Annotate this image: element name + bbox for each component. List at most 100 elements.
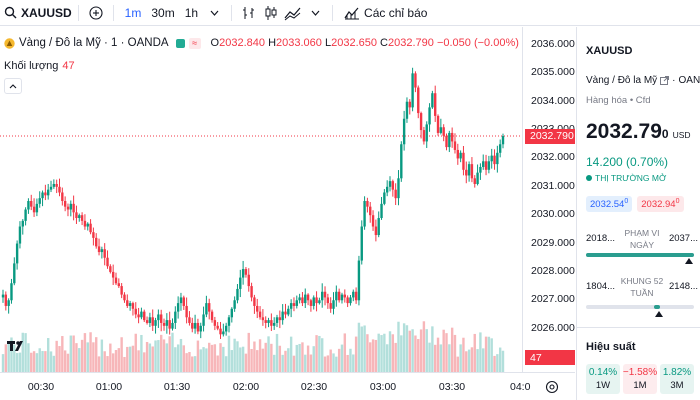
candle-body xyxy=(374,226,378,236)
panel-description[interactable]: Vàng / Đô la Mỹ xyxy=(586,75,658,86)
candle-body xyxy=(140,311,143,318)
gear-icon[interactable] xyxy=(545,380,559,394)
candle-body xyxy=(434,93,437,116)
market-status-text: THỊ TRƯỜNG MỞ xyxy=(595,173,667,183)
candle-body xyxy=(30,201,33,207)
candle-body xyxy=(109,266,112,272)
volume-bar xyxy=(171,332,174,372)
week52-range-title: KHUNG 52 TUẦN xyxy=(620,276,664,298)
candle-body xyxy=(436,115,440,133)
candle-body xyxy=(32,206,36,213)
volume-bar xyxy=(61,336,64,372)
candle-body xyxy=(210,311,214,321)
volume-bar xyxy=(453,334,457,372)
candle-body xyxy=(171,322,174,329)
volume-bar xyxy=(369,342,372,372)
time-scale[interactable]: 00:30 01:00 01:30 02:00 02:30 03:00 03:30 04:0 xyxy=(0,372,575,400)
line-style-button[interactable] xyxy=(282,2,304,24)
volume-bar xyxy=(264,342,267,372)
candle-body xyxy=(272,322,276,326)
candle-body xyxy=(261,317,265,321)
volume-bar xyxy=(32,351,36,372)
candle-body xyxy=(58,186,61,193)
indicators-button[interactable]: Các chỉ báo xyxy=(339,2,432,24)
panel-symbol[interactable]: XAUUSD xyxy=(586,45,633,57)
interval-1m-button[interactable]: 1m xyxy=(124,5,142,20)
volume-bar xyxy=(383,333,386,372)
candle-body xyxy=(182,297,185,306)
volume-bar xyxy=(419,329,423,372)
indicators-icon xyxy=(344,7,360,19)
collapse-legend-button[interactable] xyxy=(4,78,22,94)
candle-body xyxy=(157,314,160,321)
candle-body xyxy=(24,209,27,221)
candle-body xyxy=(21,220,24,227)
volume-bar xyxy=(256,350,259,372)
price-scale-label: 2032.000 xyxy=(531,151,575,164)
candle-body xyxy=(52,183,56,187)
volume-bar xyxy=(134,333,137,372)
chart-type-button[interactable] xyxy=(260,2,282,24)
performance-1m[interactable]: −1.58% 1M xyxy=(623,364,657,394)
volume-bar xyxy=(434,344,437,372)
performance-period: 3M xyxy=(670,380,684,391)
tradingview-logo[interactable] xyxy=(6,338,28,354)
price-chart[interactable] xyxy=(0,27,522,372)
price-scale[interactable]: 2036.0002035.0002034.0002033.0002032.000… xyxy=(522,27,575,372)
price-scale-label: 2031.000 xyxy=(531,179,575,192)
candle-body xyxy=(154,320,157,326)
volume-bar xyxy=(360,326,363,372)
volume-bar xyxy=(179,338,183,372)
candle-body xyxy=(202,314,205,326)
volume-bar xyxy=(442,329,445,372)
volume-bar xyxy=(185,353,188,372)
candle-body xyxy=(80,215,84,221)
candle-body xyxy=(78,215,81,219)
volume-bar xyxy=(162,339,166,372)
chart-type-dropdown-button[interactable] xyxy=(304,2,326,24)
data-mode-badge[interactable]: ≈ xyxy=(188,37,201,49)
volume-bar xyxy=(329,349,332,372)
candle-body xyxy=(35,203,39,213)
volume-bar xyxy=(363,325,366,372)
volume-bar xyxy=(352,354,355,372)
candle-body xyxy=(137,314,140,318)
volume-bar xyxy=(247,332,250,372)
candle-body xyxy=(258,311,262,318)
volume-bar xyxy=(397,321,400,372)
performance-3m[interactable]: 1.82% 3M xyxy=(660,364,694,394)
interval-1h-button[interactable]: 1h xyxy=(184,5,199,20)
candle-body xyxy=(46,189,50,196)
close-label: C xyxy=(380,37,388,49)
symbol-name: XAUUSD xyxy=(21,5,72,20)
interval-30m-button[interactable]: 30m xyxy=(151,5,175,20)
candle-body xyxy=(490,155,493,162)
candle-body xyxy=(456,149,460,159)
volume-bar xyxy=(309,354,313,372)
volume-bar xyxy=(148,343,152,372)
volume-bar xyxy=(408,330,411,372)
volume-bar xyxy=(199,349,202,372)
search-icon xyxy=(4,6,17,19)
volume-bar xyxy=(278,345,282,372)
volume-bar xyxy=(159,334,163,372)
compare-button[interactable] xyxy=(238,2,260,24)
candle-body xyxy=(256,305,259,312)
candle-body xyxy=(422,130,426,142)
volume-legend: Khối lượng 47 xyxy=(4,60,75,72)
last-price: 2032.79 0 USD xyxy=(586,120,691,144)
time-scale-label: 02:00 xyxy=(232,381,260,393)
candle-body xyxy=(72,203,75,213)
time-scale-label: 01:00 xyxy=(95,381,123,393)
external-link-icon[interactable] xyxy=(660,76,670,85)
chart-pane[interactable]: Vàng / Đô la Mỹ · 1 · OANDA ≈ O2032.840 … xyxy=(0,27,575,400)
interval-dropdown-button[interactable] xyxy=(203,2,225,24)
candle-body xyxy=(128,303,132,306)
candle-body xyxy=(13,263,16,284)
panel-exchange[interactable]: OANDA xyxy=(678,75,700,86)
performance-1w[interactable]: 0.14% 1W xyxy=(586,364,620,394)
symbol-search-button[interactable]: XAUUSD xyxy=(0,6,72,20)
candle-body xyxy=(309,300,313,306)
volume-bar xyxy=(236,341,239,372)
add-symbol-button[interactable] xyxy=(85,2,107,24)
